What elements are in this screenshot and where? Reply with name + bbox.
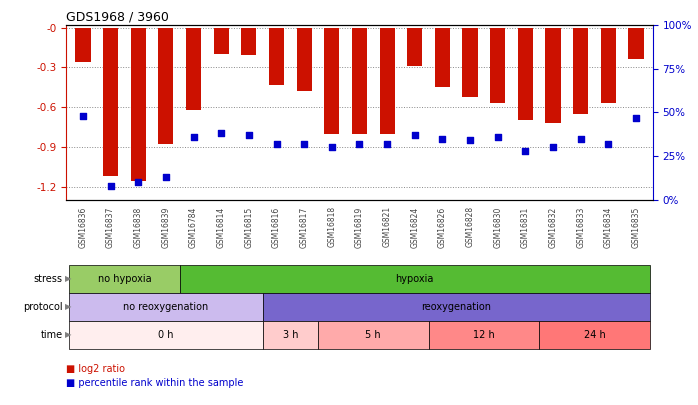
Point — [630, 115, 641, 121]
Bar — [545, 28, 560, 123]
Text: hypoxia: hypoxia — [396, 274, 434, 284]
Text: stress: stress — [34, 274, 63, 284]
Bar — [628, 28, 644, 60]
Point — [520, 148, 531, 154]
Text: 24 h: 24 h — [584, 330, 605, 340]
Bar — [69, 321, 262, 349]
Text: ▶: ▶ — [65, 275, 71, 284]
Point — [603, 141, 614, 147]
Bar — [573, 28, 588, 114]
Bar — [518, 28, 533, 120]
Text: time: time — [40, 330, 63, 340]
Text: no hypoxia: no hypoxia — [98, 274, 151, 284]
Bar — [318, 321, 429, 349]
Bar — [242, 28, 256, 55]
Text: reoxygenation: reoxygenation — [422, 302, 491, 312]
Bar — [186, 28, 201, 110]
Point — [77, 113, 89, 119]
Bar — [297, 28, 312, 91]
Bar — [540, 321, 650, 349]
Point — [354, 141, 365, 147]
Point — [271, 141, 282, 147]
Text: 12 h: 12 h — [473, 330, 495, 340]
Point — [161, 174, 172, 181]
Text: 5 h: 5 h — [366, 330, 381, 340]
Point — [437, 136, 448, 142]
Point — [575, 136, 586, 142]
Text: GDS1968 / 3960: GDS1968 / 3960 — [66, 11, 169, 24]
Point — [188, 134, 199, 140]
Point — [492, 134, 503, 140]
Bar — [407, 28, 422, 66]
Point — [105, 183, 116, 189]
Bar — [179, 265, 650, 293]
Text: no reoxygenation: no reoxygenation — [124, 302, 209, 312]
Point — [464, 137, 475, 144]
Text: ▶: ▶ — [65, 303, 71, 311]
Bar — [601, 28, 616, 103]
Point — [409, 132, 420, 139]
Point — [382, 141, 393, 147]
Bar — [429, 321, 540, 349]
Bar — [380, 28, 395, 134]
Point — [244, 132, 255, 139]
Text: 3 h: 3 h — [283, 330, 298, 340]
Bar — [69, 265, 179, 293]
Point — [299, 141, 310, 147]
Point — [216, 130, 227, 137]
Bar — [75, 28, 91, 62]
Point — [547, 144, 558, 151]
Text: 0 h: 0 h — [158, 330, 174, 340]
Bar — [214, 28, 229, 54]
Text: ■ percentile rank within the sample: ■ percentile rank within the sample — [66, 378, 244, 388]
Bar — [158, 28, 174, 144]
Bar — [435, 28, 450, 87]
Bar — [262, 321, 318, 349]
Bar — [463, 28, 477, 96]
Bar — [490, 28, 505, 103]
Text: ▶: ▶ — [65, 330, 71, 339]
Bar — [103, 28, 118, 176]
Bar — [69, 293, 262, 321]
Bar — [352, 28, 367, 134]
Bar — [269, 28, 284, 85]
Point — [133, 179, 144, 186]
Bar — [262, 293, 650, 321]
Point — [326, 144, 337, 151]
Text: ■ log2 ratio: ■ log2 ratio — [66, 364, 126, 374]
Text: protocol: protocol — [23, 302, 63, 312]
Bar — [131, 28, 146, 181]
Bar — [324, 28, 339, 134]
